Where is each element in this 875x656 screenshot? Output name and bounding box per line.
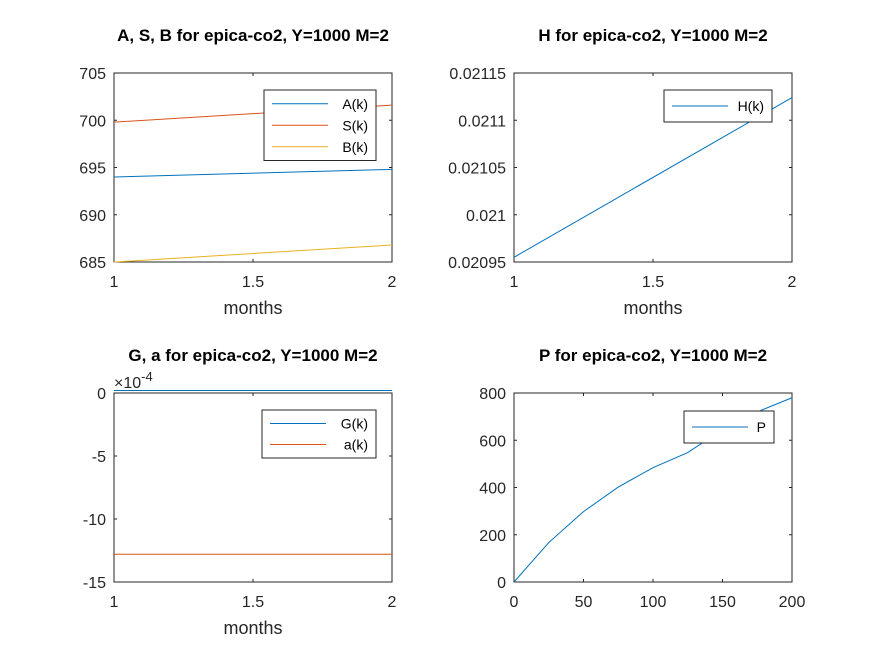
legend: A(k) S(k) B(k)	[263, 89, 377, 161]
x-tick-label: 150	[709, 594, 736, 611]
chart-title: H for epica-co2, Y=1000 M=2	[538, 26, 767, 45]
legend: H(k)	[663, 89, 773, 123]
series-line-bk	[113, 244, 393, 263]
y-tick-label: -5	[92, 449, 106, 466]
y-tick-label: 705	[79, 66, 106, 83]
x-tick-label: 200	[779, 594, 806, 611]
y-exponent-base: ×10	[114, 375, 141, 392]
y-tick-label: 0.02095	[448, 255, 506, 272]
y-tick-label: 685	[79, 255, 106, 272]
y-tick-label: 0.02105	[448, 161, 506, 178]
chart-3: 1 1.5 2 -15 -10 -5 0 G, a for epica-co2, Y=1000…	[83, 346, 397, 638]
y-tick-label: 695	[79, 161, 106, 178]
x-tick-label: 50	[575, 594, 593, 611]
y-tick-label: 400	[479, 481, 506, 498]
series-line-hk	[513, 97, 793, 258]
legend-label: H(k)	[738, 98, 764, 114]
x-tick-label: 1.5	[242, 594, 264, 611]
legend: G(k) a(k)	[261, 409, 377, 459]
legend-label: S(k)	[342, 117, 368, 133]
x-axis-label: months	[223, 298, 282, 318]
y-tick-label: 600	[479, 433, 506, 450]
x-tick-label: 1	[110, 594, 119, 611]
y-exponent-label: ×10-4	[114, 369, 153, 392]
y-tick-label: 0	[497, 575, 506, 592]
x-tick-label: 1	[110, 274, 119, 291]
legend-label: a(k)	[344, 437, 368, 453]
x-tick-label: 0	[510, 594, 519, 611]
legend-label: B(k)	[342, 139, 368, 155]
legend-label: G(k)	[341, 416, 368, 432]
x-axis-label: months	[623, 298, 682, 318]
x-tick-label: 2	[388, 274, 397, 291]
y-tick-label: 0.0211	[458, 113, 506, 130]
chart-title: P for epica-co2, Y=1000 M=2	[539, 346, 767, 365]
x-tick-label: 1	[510, 274, 519, 291]
y-tick-label: -10	[83, 512, 106, 529]
chart-1: 1 1.5 2 685 690 695 700 705 A, S, B for epica-co…	[79, 26, 396, 318]
y-tick-label: 800	[479, 386, 506, 403]
legend: P	[683, 410, 775, 444]
chart-2: 1 1.5 2 0.02095 0.021 0.02105 0.0211 0.02115 H f…	[448, 26, 796, 318]
legend-label: A(k)	[342, 96, 368, 112]
x-tick-label: 100	[640, 594, 667, 611]
y-tick-label: 690	[79, 208, 106, 225]
x-tick-label: 2	[788, 274, 797, 291]
chart-title: A, S, B for epica-co2, Y=1000 M=2	[117, 26, 389, 45]
series-line-ak	[113, 168, 393, 178]
legend-box	[261, 409, 377, 459]
chart-title: G, a for epica-co2, Y=1000 M=2	[128, 346, 377, 365]
y-tick-label: 0.021	[466, 208, 506, 225]
y-tick-label: 700	[79, 113, 106, 130]
x-axis-label: months	[223, 618, 282, 638]
legend-label: P	[757, 419, 766, 435]
y-tick-label: 0.02115	[449, 66, 506, 83]
chart-4: 0 50 100 150 200 0 200 400 600 800 P for epica-co2…	[479, 346, 805, 611]
charts: 1 1.5 2 685 690 695 700 705 A, S, B for epica-co…	[79, 26, 805, 638]
y-exponent-power: -4	[141, 369, 153, 384]
y-tick-label: 200	[479, 528, 506, 545]
x-tick-label: 2	[388, 594, 397, 611]
y-tick-label: -15	[83, 575, 106, 592]
y-tick-label: 0	[97, 386, 106, 403]
x-tick-label: 1.5	[642, 274, 664, 291]
x-tick-label: 1.5	[242, 274, 264, 291]
